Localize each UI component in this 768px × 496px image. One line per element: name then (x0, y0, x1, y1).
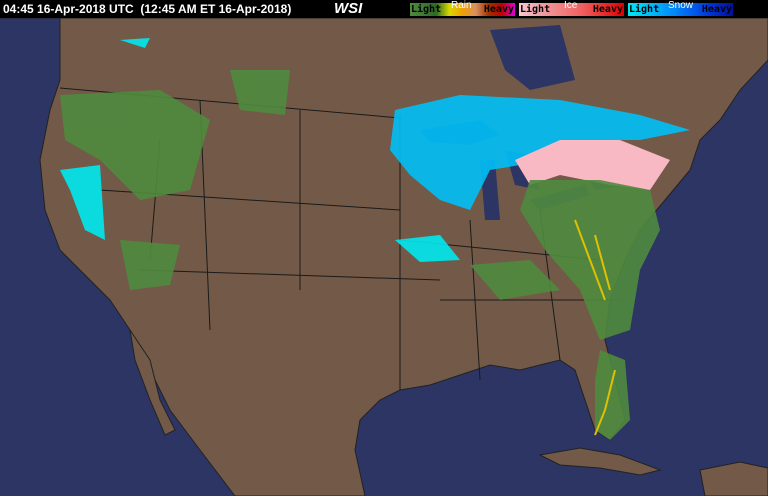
timestamp: 04:45 16-Apr-2018 UTC (12:45 AM ET 16-Ap… (3, 2, 292, 16)
legend-rain: Light Rain Heavy (410, 0, 515, 16)
legend-snow-heavy: Heavy (701, 4, 732, 15)
precip-rain-heavy (574, 219, 616, 436)
legend-rain-heavy: Heavy (483, 4, 514, 15)
precip-ice (515, 140, 670, 190)
legend-ice-title: Ice (564, 0, 578, 11)
wsi-logo: WSI (334, 0, 363, 17)
legend-rain-title: Rain (451, 0, 472, 11)
land-bahamas (699, 461, 768, 496)
legend-ice: Light Ice Heavy (519, 0, 624, 16)
map-canvas (0, 18, 768, 496)
legend-rain-light: Light (411, 4, 442, 15)
land-baja (129, 329, 176, 436)
legend-ice-light: Light (520, 4, 551, 15)
legend-snow-title: Snow (668, 0, 694, 11)
legend-snow: Light Snow Heavy (628, 0, 733, 16)
land-north-america (0, 18, 768, 496)
legend-snow-light: Light (629, 4, 660, 15)
land-cuba (538, 447, 662, 476)
legend-ice-heavy: Heavy (592, 4, 623, 15)
header-bar: 04:45 16-Apr-2018 UTC (12:45 AM ET 16-Ap… (0, 0, 768, 18)
